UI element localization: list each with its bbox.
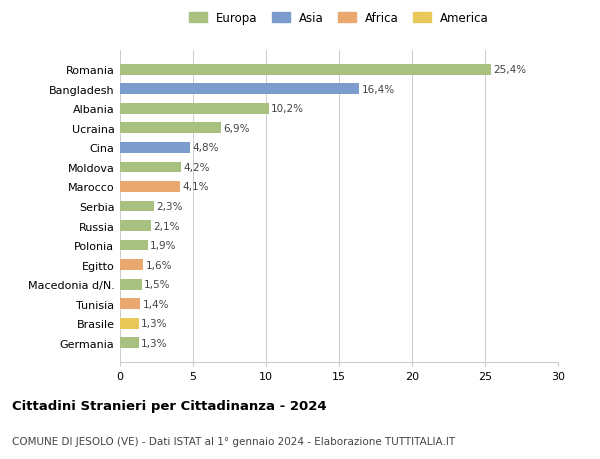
Text: 25,4%: 25,4% [493, 65, 526, 75]
Bar [120, 201, 154, 212]
Text: 1,3%: 1,3% [141, 338, 167, 348]
Bar [120, 260, 143, 270]
Bar [120, 143, 190, 153]
Bar [120, 240, 148, 251]
Bar [120, 104, 269, 114]
Bar [120, 182, 180, 192]
Legend: Europa, Asia, Africa, America: Europa, Asia, Africa, America [187, 10, 491, 27]
Text: 1,3%: 1,3% [141, 319, 167, 329]
Text: 4,8%: 4,8% [192, 143, 219, 153]
Text: 16,4%: 16,4% [362, 84, 395, 95]
Text: 4,2%: 4,2% [184, 162, 210, 173]
Bar [120, 123, 221, 134]
Text: 1,6%: 1,6% [146, 260, 172, 270]
Bar [120, 299, 140, 309]
Text: Cittadini Stranieri per Cittadinanza - 2024: Cittadini Stranieri per Cittadinanza - 2… [12, 399, 326, 412]
Bar [120, 338, 139, 348]
Bar [120, 162, 181, 173]
Text: 4,1%: 4,1% [182, 182, 209, 192]
Bar [120, 318, 139, 329]
Text: 2,3%: 2,3% [156, 202, 182, 212]
Text: 6,9%: 6,9% [223, 123, 250, 134]
Bar [120, 65, 491, 75]
Bar [120, 221, 151, 231]
Text: 10,2%: 10,2% [271, 104, 304, 114]
Text: 1,4%: 1,4% [143, 299, 169, 309]
Text: COMUNE DI JESOLO (VE) - Dati ISTAT al 1° gennaio 2024 - Elaborazione TUTTITALIA.: COMUNE DI JESOLO (VE) - Dati ISTAT al 1°… [12, 436, 455, 446]
Bar [120, 84, 359, 95]
Text: 1,5%: 1,5% [144, 280, 170, 290]
Text: 2,1%: 2,1% [153, 221, 179, 231]
Bar [120, 279, 142, 290]
Text: 1,9%: 1,9% [150, 241, 176, 251]
